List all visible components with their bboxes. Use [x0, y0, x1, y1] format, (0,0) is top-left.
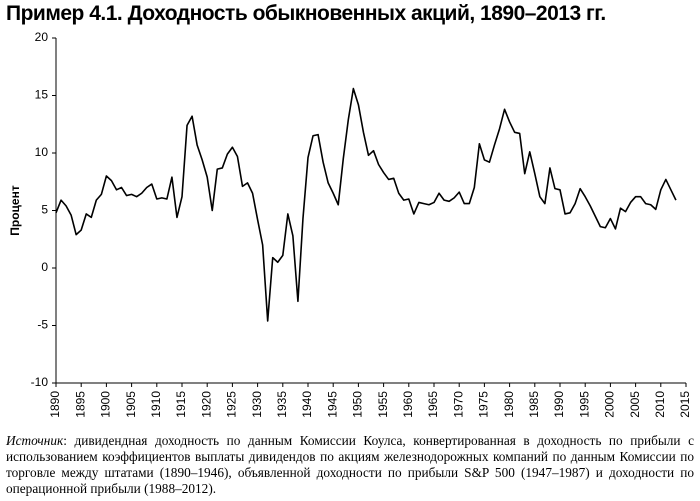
source-label: Источник — [6, 433, 64, 448]
x-tick-label: 1905 — [124, 391, 138, 418]
chart: -10 -5 0 5 10 15 20 1890 1895 1900 1905 1910 1915 192… — [8, 30, 692, 418]
y-tick-label: 5 — [41, 203, 48, 217]
x-tick-label: 1940 — [300, 391, 314, 418]
x-tick-label: 1965 — [426, 391, 440, 418]
y-axis-label: Процент — [8, 185, 22, 236]
x-tick-label: 1935 — [275, 391, 289, 418]
x-tick-label: 2015 — [678, 391, 692, 418]
x-tick-label: 1890 — [48, 391, 62, 418]
data-line — [55, 87, 677, 322]
x-tick-label: 1990 — [552, 391, 566, 418]
y-tick-label: 0 — [41, 260, 48, 274]
source-text: : дивидендная доходность по данным Комис… — [6, 433, 694, 496]
x-tick-label: 1900 — [99, 391, 113, 418]
x-tick-label: 2010 — [653, 391, 667, 418]
y-tick-label: -10 — [31, 375, 49, 389]
y-tick-label: 15 — [35, 88, 49, 102]
x-tick-label: 1955 — [376, 391, 390, 418]
x-tick-label: 1910 — [149, 391, 163, 418]
y-tick-label: -5 — [37, 318, 48, 332]
x-tick-label: 1920 — [199, 391, 213, 418]
x-tick-label: 1980 — [502, 391, 516, 418]
x-tick-label: 1945 — [325, 391, 339, 418]
y-tick-label: 20 — [35, 30, 49, 44]
x-tick-label: 1995 — [577, 391, 591, 418]
x-tick-label: 1950 — [351, 391, 365, 418]
y-tick-label: 10 — [35, 145, 49, 159]
x-tick-label: 2000 — [603, 391, 617, 418]
x-tick-label: 2005 — [628, 391, 642, 418]
x-tick-label: 1930 — [250, 391, 264, 418]
x-tick-label: 1975 — [477, 391, 491, 418]
x-tick-label: 1895 — [73, 391, 87, 418]
source-note: Источник: дивидендная доходность по данн… — [6, 433, 694, 497]
x-tick-label: 1970 — [451, 391, 465, 418]
x-tick-label: 1925 — [225, 391, 239, 418]
chart-title: Пример 4.1. Доходность обыкновенных акци… — [6, 2, 606, 25]
x-tick-label: 1985 — [527, 391, 541, 418]
x-tick-label: 1915 — [174, 391, 188, 418]
x-tick-label: 1960 — [401, 391, 415, 418]
